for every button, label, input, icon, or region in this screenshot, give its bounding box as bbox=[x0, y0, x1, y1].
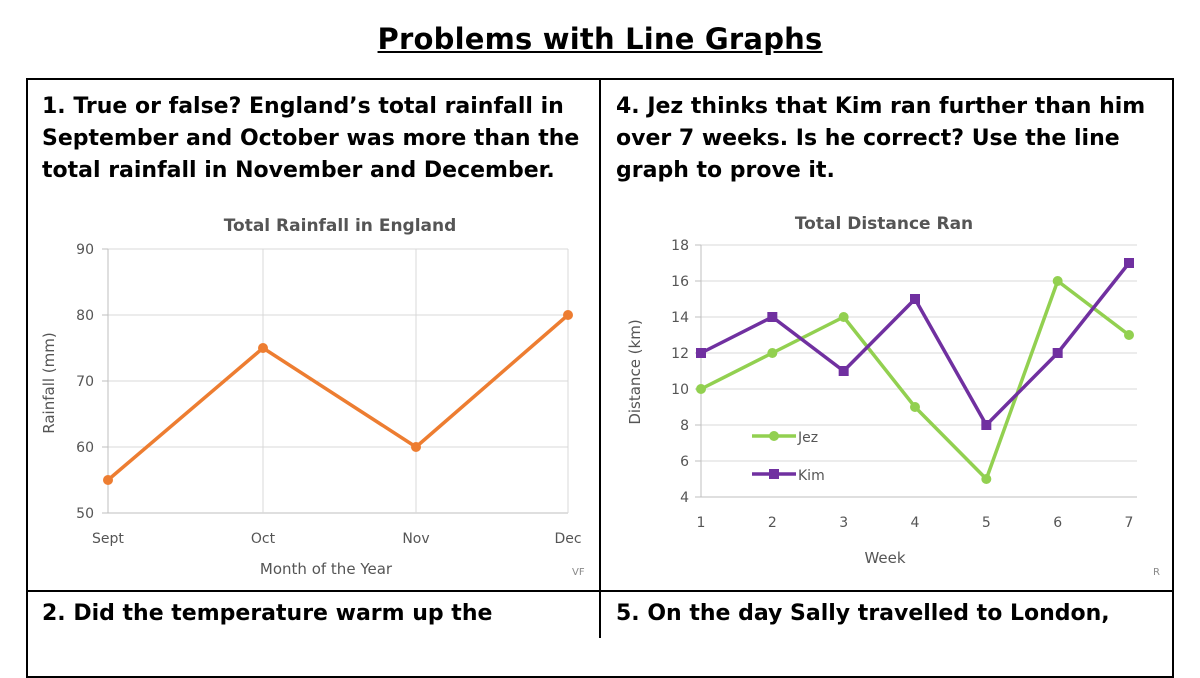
distance-y-tick-label: 8 bbox=[680, 418, 689, 434]
rainfall-x-tick-label: Sept bbox=[92, 531, 124, 547]
legend-jez-label: Jez bbox=[797, 430, 818, 446]
rainfall-y-tick-label: 50 bbox=[76, 506, 94, 522]
rainfall-y-axis-label: Rainfall (mm) bbox=[40, 332, 58, 433]
distance-x-tick-label: 5 bbox=[982, 515, 991, 531]
rainfall-data-point bbox=[411, 442, 421, 452]
distance-chart-title: Total Distance Ran bbox=[795, 214, 973, 234]
jez-data-point bbox=[838, 312, 849, 322]
rainfall-x-axis-label: Month of the Year bbox=[260, 560, 393, 578]
distance-y-tick-label: 16 bbox=[671, 274, 689, 290]
page-title: Problems with Line Graphs bbox=[377, 22, 823, 56]
distance-x-tick-label: 3 bbox=[839, 515, 848, 531]
distance-y-tick-label: 6 bbox=[680, 454, 689, 470]
legend-jez-marker bbox=[769, 431, 779, 441]
distance-x-tick-label: 6 bbox=[1053, 515, 1062, 531]
distance-x-tick-label: 4 bbox=[911, 515, 920, 531]
jez-data-point bbox=[981, 474, 992, 484]
rainfall-y-tick-label: 90 bbox=[76, 242, 94, 258]
rainfall-data-point bbox=[103, 475, 113, 485]
distance-y-tick-label: 4 bbox=[680, 490, 689, 506]
distance-x-tick-label: 2 bbox=[768, 515, 777, 531]
distance-x-tick-label: 7 bbox=[1125, 515, 1134, 531]
distance-x-tick-label: 1 bbox=[697, 515, 706, 531]
distance-y-tick-label: 14 bbox=[671, 310, 689, 326]
rainfall-y-tick-label: 60 bbox=[76, 440, 94, 456]
rainfall-series-line bbox=[106, 313, 570, 482]
distance-y-tick-label: 10 bbox=[671, 382, 689, 398]
rainfall-data-point bbox=[563, 310, 573, 320]
question-2: 2. Did the temperature warm up the bbox=[42, 601, 493, 626]
kim-data-point bbox=[981, 420, 992, 430]
kim-data-point bbox=[1052, 348, 1063, 358]
legend-kim-label: Kim bbox=[798, 468, 825, 484]
jez-data-point bbox=[1124, 330, 1134, 340]
grid-horizontal-divider bbox=[26, 590, 1174, 592]
kim-data-point bbox=[838, 366, 849, 376]
rainfall-data-point bbox=[258, 343, 268, 353]
rainfall-x-tick-label: Oct bbox=[251, 531, 276, 547]
corner-mark-right: R bbox=[1153, 567, 1160, 578]
rainfall-y-tick-label: 70 bbox=[76, 374, 94, 390]
legend-kim-marker bbox=[769, 469, 779, 479]
corner-mark-left: VF bbox=[572, 567, 585, 578]
rainfall-y-tick-label: 80 bbox=[76, 308, 94, 324]
jez-data-point bbox=[696, 384, 706, 394]
question-5: 5. On the day Sally travelled to London, bbox=[616, 601, 1110, 626]
grid-vertical-divider bbox=[599, 78, 601, 638]
kim-data-point bbox=[910, 294, 920, 304]
distance-y-tick-label: 18 bbox=[671, 238, 689, 254]
kim-data-point bbox=[696, 348, 706, 358]
kim-data-point bbox=[1124, 258, 1134, 268]
jez-series-line bbox=[700, 279, 1131, 481]
rainfall-x-tick-label: Nov bbox=[402, 531, 429, 547]
rainfall-chart-title: Total Rainfall in England bbox=[224, 216, 457, 236]
distance-x-axis-label: Week bbox=[864, 549, 905, 567]
rainfall-chart: Total Rainfall in England 50 60 70 80 90 Sept… bbox=[40, 216, 585, 578]
jez-data-point bbox=[767, 348, 778, 358]
jez-data-point bbox=[910, 402, 920, 412]
jez-data-point bbox=[1052, 276, 1063, 286]
kim-data-point bbox=[767, 312, 778, 322]
distance-y-tick-label: 12 bbox=[671, 346, 689, 362]
question-1: 1. True or false? England’s total rainfa… bbox=[42, 94, 580, 183]
distance-y-axis-label: Distance (km) bbox=[626, 319, 644, 424]
rainfall-x-tick-label: Dec bbox=[554, 531, 581, 547]
question-4: 4. Jez thinks that Kim ran further than … bbox=[616, 94, 1146, 183]
